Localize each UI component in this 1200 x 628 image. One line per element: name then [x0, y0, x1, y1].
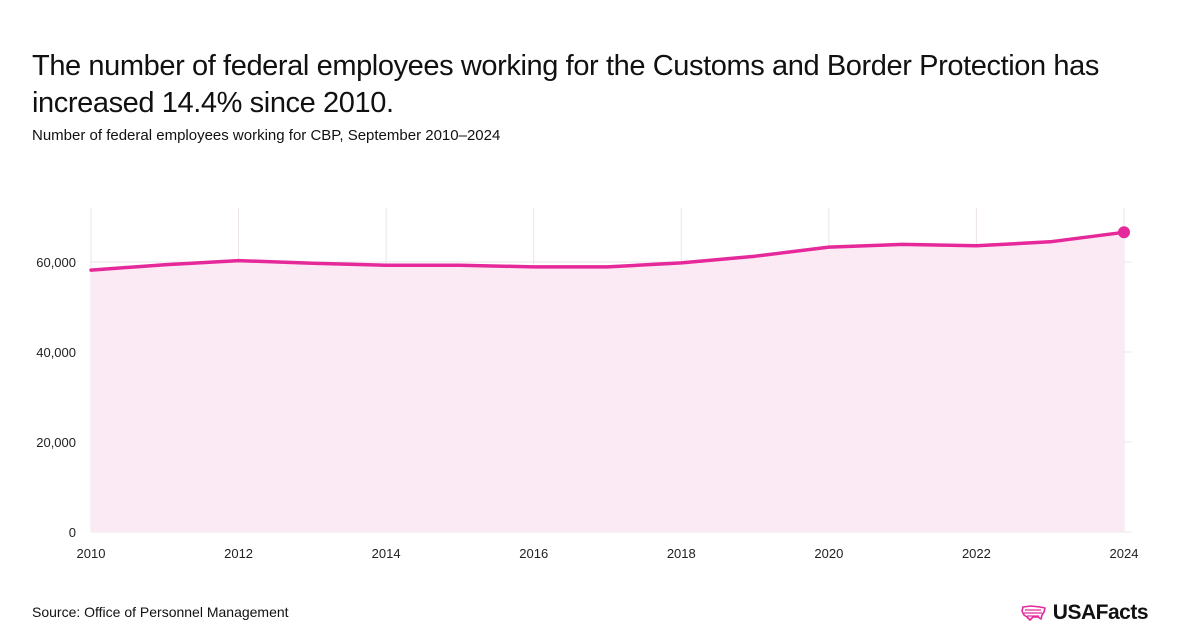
x-tick-label: 2020 [814, 546, 843, 561]
y-tick-label: 20,000 [36, 435, 76, 450]
data-point [974, 244, 978, 248]
y-tick-label: 60,000 [36, 255, 76, 270]
data-point [606, 265, 610, 269]
data-point [901, 242, 905, 246]
chart-subtitle: Number of federal employees working for … [32, 127, 501, 144]
x-tick-label: 2024 [1110, 546, 1139, 561]
data-point [827, 245, 831, 249]
data-point [384, 263, 388, 267]
data-point-latest [1118, 226, 1130, 239]
data-points [89, 226, 1130, 272]
x-tick-label: 2010 [77, 546, 106, 561]
data-point [679, 261, 683, 265]
x-tick-label: 2018 [667, 546, 696, 561]
x-tick-label: 2014 [372, 546, 401, 561]
y-tick-label: 40,000 [36, 345, 76, 360]
series-line [89, 230, 1126, 272]
y-axis-tick-labels: 0 20,000 40,000 60,000 [36, 255, 76, 540]
data-point [237, 259, 241, 263]
data-point [753, 254, 757, 258]
usa-map-icon [1020, 605, 1046, 621]
series-area-fill [91, 232, 1124, 533]
x-tick-label: 2012 [224, 546, 253, 561]
x-tick-label: 2022 [962, 546, 991, 561]
data-point [1048, 240, 1052, 244]
data-point [89, 268, 93, 272]
data-point [532, 265, 536, 269]
data-point [163, 263, 167, 267]
chart-title: The number of federal employees working … [32, 50, 1099, 119]
data-point [310, 261, 314, 265]
y-tick-label: 0 [69, 525, 76, 540]
brand-name: USAFacts [1052, 601, 1149, 624]
x-tick-label: 2016 [519, 546, 548, 561]
data-point [458, 263, 462, 267]
brand-logo: USAFacts [1020, 601, 1149, 625]
x-axis-tick-labels: 2010 2012 2014 2016 2018 2020 2022 2024 [77, 546, 1139, 561]
source-note: Source: Office of Personnel Management [32, 604, 289, 620]
